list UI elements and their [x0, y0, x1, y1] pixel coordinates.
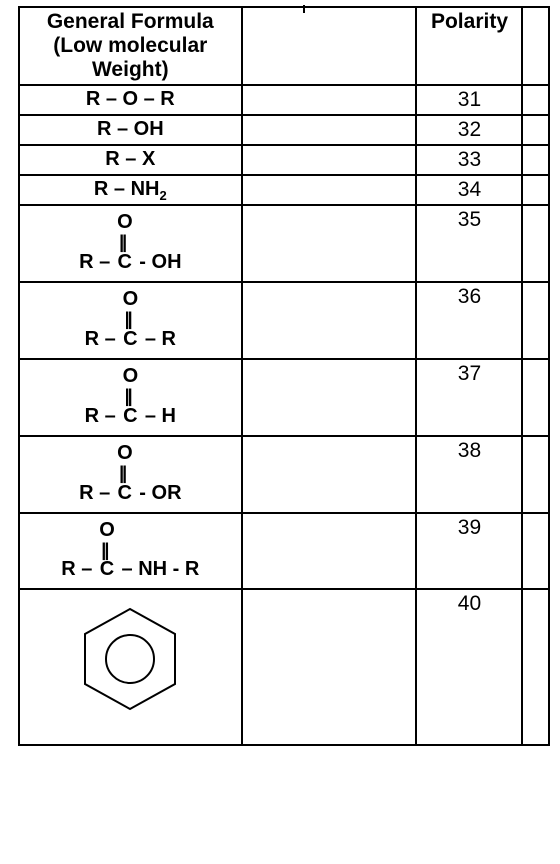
cell-polarity: 38	[416, 436, 522, 513]
chain-right: – NH - R	[116, 558, 199, 580]
cell-formula: O||R – C – R	[19, 282, 242, 359]
table-row: O||R – C – NH - R 39	[19, 513, 549, 590]
table-row: R – X 33	[19, 145, 549, 175]
cell-polarity: 37	[416, 359, 522, 436]
table-row: O||R – C - OR 38	[19, 436, 549, 513]
cell-middle	[242, 205, 417, 282]
polarity-table: General Formula (Low molecular Weight) P…	[18, 6, 550, 746]
cell-edge	[522, 145, 549, 175]
cell-formula: O||R – C – NH - R	[19, 513, 242, 590]
cell-polarity: 33	[416, 145, 522, 175]
cell-edge	[522, 205, 549, 282]
header-formula-l3: Weight)	[92, 58, 169, 81]
double-bond-icon: ||	[85, 387, 216, 406]
formula-subscript: 2	[159, 188, 166, 203]
chain-left: R –	[79, 251, 116, 273]
cell-polarity: 31	[416, 85, 522, 115]
cell-middle	[242, 359, 417, 436]
cell-edge	[522, 436, 549, 513]
formula-text: R – NH	[94, 178, 160, 200]
cell-formula: R – OH	[19, 115, 242, 145]
cell-middle	[242, 115, 417, 145]
cell-polarity: 35	[416, 205, 522, 282]
chain-right: – R	[139, 328, 176, 350]
cell-polarity: 36	[416, 282, 522, 359]
cell-formula: R – X	[19, 145, 242, 175]
cell-edge	[522, 115, 549, 145]
cell-middle	[242, 145, 417, 175]
cell-formula: O||R – C - OR	[19, 436, 242, 513]
col-header-polarity: Polarity	[416, 7, 522, 85]
carbonyl-c: C	[121, 406, 139, 427]
double-bond-icon: ||	[79, 233, 221, 252]
carbonyl-o: O	[79, 212, 219, 233]
chain-left: R –	[85, 328, 122, 350]
chain-left: R –	[85, 405, 122, 427]
table-row: 40	[19, 589, 549, 745]
cell-formula: R – O – R	[19, 85, 242, 115]
cell-polarity: 39	[416, 513, 522, 590]
cell-formula	[19, 589, 242, 745]
benzene-icon	[75, 604, 185, 714]
col-header-middle	[242, 7, 417, 85]
cell-middle	[242, 513, 417, 590]
table-row: O||R – C - OH 35	[19, 205, 549, 282]
cell-edge	[522, 175, 549, 205]
table-row: O||R – C – H 37	[19, 359, 549, 436]
table-header-row: General Formula (Low molecular Weight) P…	[19, 7, 549, 85]
carbonyl-c: C	[116, 483, 134, 504]
table-row: R – NH2 34	[19, 175, 549, 205]
carbonyl-chain: R – C - OH	[79, 252, 181, 273]
col-header-formula: General Formula (Low molecular Weight)	[19, 7, 242, 85]
carbonyl-chain: R – C - OR	[79, 483, 181, 504]
cell-edge	[522, 85, 549, 115]
carbonyl-chain: R – C – NH - R	[61, 559, 199, 580]
cell-middle	[242, 282, 417, 359]
cell-polarity: 40	[416, 589, 522, 745]
table-row: O||R – C – R 36	[19, 282, 549, 359]
cell-formula: R – NH2	[19, 175, 242, 205]
cell-middle	[242, 589, 417, 745]
chain-left: R –	[61, 558, 98, 580]
table-body: R – O – R31R – OH32R – X33R – NH234O||R …	[19, 85, 549, 745]
table-row: R – O – R 31	[19, 85, 549, 115]
carbonyl-c: C	[121, 329, 139, 350]
cell-formula: O||R – C - OH	[19, 205, 242, 282]
carbonyl-o: O	[85, 289, 214, 310]
carbonyl-o: O	[61, 520, 237, 541]
cell-middle	[242, 436, 417, 513]
cell-polarity: 34	[416, 175, 522, 205]
double-bond-icon: ||	[61, 541, 239, 560]
cell-edge	[522, 282, 549, 359]
cell-polarity: 32	[416, 115, 522, 145]
carbonyl-c: C	[116, 252, 134, 273]
cell-formula: O||R – C – H	[19, 359, 242, 436]
chain-right: - OR	[134, 482, 182, 504]
chain-left: R –	[79, 482, 116, 504]
carbonyl-chain: R – C – R	[85, 329, 176, 350]
chain-right: - OH	[134, 251, 182, 273]
col-header-edge	[522, 7, 549, 85]
double-bond-icon: ||	[79, 464, 221, 483]
carbonyl-chain: R – C – H	[85, 406, 176, 427]
carbonyl-o: O	[85, 366, 214, 387]
chain-right: – H	[139, 405, 176, 427]
cell-middle	[242, 175, 417, 205]
carbonyl-o: O	[79, 443, 219, 464]
carbonyl-c: C	[98, 559, 116, 580]
table-row: R – OH 32	[19, 115, 549, 145]
header-formula-l2: (Low molecular	[53, 34, 207, 57]
cell-middle	[242, 85, 417, 115]
header-formula-l1: General Formula	[47, 10, 214, 33]
double-bond-icon: ||	[85, 310, 216, 329]
cell-edge	[522, 359, 549, 436]
cell-edge	[522, 513, 549, 590]
cell-edge	[522, 589, 549, 745]
